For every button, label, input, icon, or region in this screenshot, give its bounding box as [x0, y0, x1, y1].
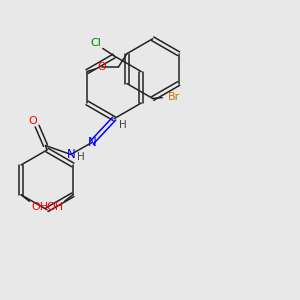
Text: OH: OH — [31, 202, 48, 212]
Text: O: O — [98, 62, 106, 72]
Text: Br: Br — [168, 92, 180, 102]
Text: H: H — [76, 152, 84, 163]
Text: OH: OH — [46, 202, 64, 212]
Text: O: O — [28, 116, 37, 126]
Text: N: N — [87, 136, 96, 149]
Text: H: H — [119, 120, 126, 130]
Text: Cl: Cl — [90, 38, 101, 48]
Text: N: N — [67, 148, 75, 161]
